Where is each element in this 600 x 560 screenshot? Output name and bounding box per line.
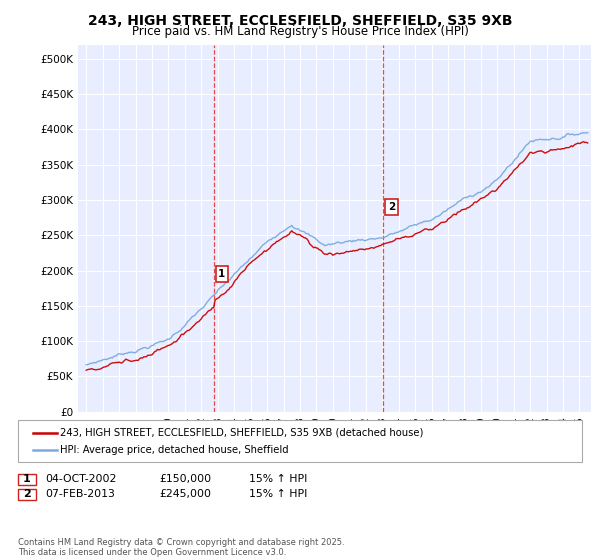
Text: Price paid vs. HM Land Registry's House Price Index (HPI): Price paid vs. HM Land Registry's House … [131,25,469,38]
Text: 2: 2 [388,202,395,212]
Text: 04-OCT-2002: 04-OCT-2002 [45,474,116,484]
Text: 243, HIGH STREET, ECCLESFIELD, SHEFFIELD, S35 9XB (detached house): 243, HIGH STREET, ECCLESFIELD, SHEFFIELD… [60,428,424,437]
Text: 15% ↑ HPI: 15% ↑ HPI [249,489,307,500]
Text: 2: 2 [23,489,31,500]
Text: 1: 1 [218,269,226,279]
Text: 1: 1 [23,474,31,484]
Text: £245,000: £245,000 [159,489,211,500]
Text: 07-FEB-2013: 07-FEB-2013 [45,489,115,500]
Text: 243, HIGH STREET, ECCLESFIELD, SHEFFIELD, S35 9XB: 243, HIGH STREET, ECCLESFIELD, SHEFFIELD… [88,14,512,28]
Text: HPI: Average price, detached house, Sheffield: HPI: Average price, detached house, Shef… [60,445,289,455]
Text: Contains HM Land Registry data © Crown copyright and database right 2025.
This d: Contains HM Land Registry data © Crown c… [18,538,344,557]
Text: 15% ↑ HPI: 15% ↑ HPI [249,474,307,484]
Text: £150,000: £150,000 [159,474,211,484]
